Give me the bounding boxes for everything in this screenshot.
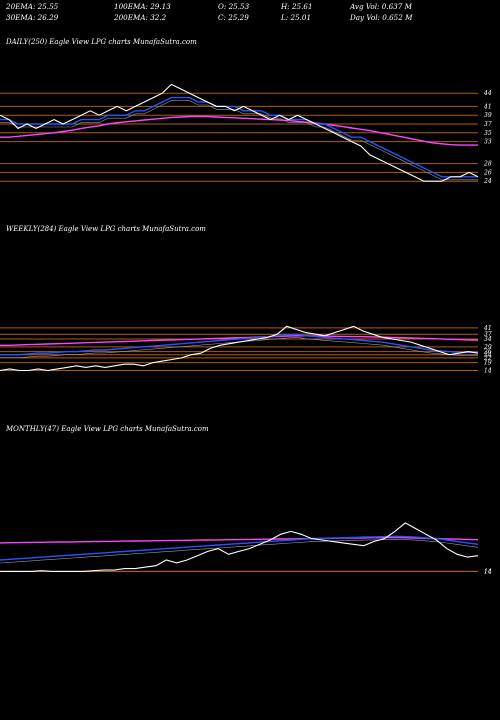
level-label: 24 — [483, 178, 492, 185]
ema-grey-line — [0, 538, 479, 564]
ema100-value: 100EMA: 29.13 — [114, 2, 171, 11]
ema30-value: 30EMA: 26.29 — [6, 13, 59, 22]
level-label: 37 — [484, 331, 492, 338]
level-label: 14 — [484, 568, 492, 575]
weekly-chart-title: WEEKLY(284) Eagle View LPG charts Munafa… — [6, 225, 206, 233]
level-label: 14 — [484, 568, 492, 575]
ema-fast-line — [0, 535, 479, 561]
high-value: H: 25.61 — [281, 2, 313, 11]
monthly-chart-title: MONTHLY(47) Eagle View LPG charts Munafa… — [6, 425, 209, 433]
close-value: C: 25.29 — [218, 13, 249, 22]
level-label: 14 — [484, 368, 492, 375]
ema-slow-line — [0, 115, 478, 146]
ema-fast-line — [0, 333, 478, 356]
level-label: 24 — [483, 352, 492, 359]
ema-slow-line — [0, 536, 479, 544]
level-label: 41 — [483, 103, 492, 110]
level-label: 33 — [484, 139, 492, 146]
level-label: 26 — [483, 169, 492, 176]
price-line — [0, 522, 479, 572]
level-label: 19 — [484, 360, 492, 367]
low-value: L: 25.01 — [281, 13, 312, 22]
open-value: O: 25.53 — [218, 2, 250, 11]
level-label: 39 — [484, 112, 492, 119]
price-line — [0, 325, 479, 372]
level-label: 28 — [483, 161, 492, 168]
ema20-value: 20EMA: 25.55 — [6, 2, 59, 11]
level-label: 26 — [483, 349, 492, 356]
level-label: 41 — [483, 325, 492, 332]
ema-slow-line — [0, 335, 479, 346]
day-vol-value: Day Vol: 0.652 M — [350, 13, 413, 22]
level-label: 44 — [483, 90, 492, 97]
avg-vol-value: Avg Vol: 0.637 M — [350, 2, 412, 11]
daily-chart-title: DAILY(250) Eagle View LPG charts MunafaS… — [6, 38, 197, 46]
level-label: 37 — [484, 121, 492, 128]
price-line — [0, 83, 479, 182]
ema-grey-line — [0, 100, 478, 181]
level-label: 34 — [484, 336, 492, 343]
level-label: 35 — [484, 130, 492, 137]
ema200-value: 200EMA: 32.2 — [114, 13, 167, 22]
level-label: 29 — [483, 344, 492, 351]
level-label: 22 — [483, 355, 492, 362]
